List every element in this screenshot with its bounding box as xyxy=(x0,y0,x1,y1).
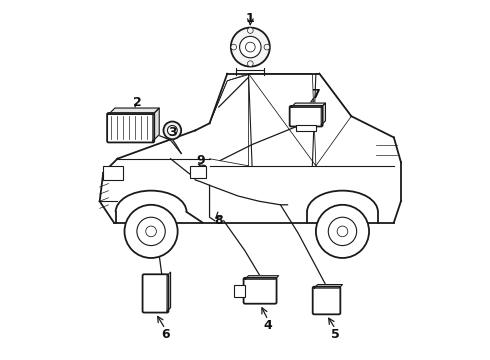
Bar xyxy=(103,166,122,180)
Circle shape xyxy=(264,44,270,50)
Circle shape xyxy=(231,44,237,50)
Text: 9: 9 xyxy=(196,154,205,167)
Circle shape xyxy=(164,122,181,139)
Polygon shape xyxy=(109,108,159,114)
Polygon shape xyxy=(291,103,325,107)
Circle shape xyxy=(247,28,253,33)
Polygon shape xyxy=(321,103,325,125)
Circle shape xyxy=(124,205,178,258)
FancyBboxPatch shape xyxy=(244,278,276,304)
Text: 7: 7 xyxy=(312,89,320,102)
Circle shape xyxy=(240,36,261,58)
Circle shape xyxy=(231,28,270,67)
Circle shape xyxy=(247,61,253,67)
Text: 8: 8 xyxy=(214,214,223,227)
Polygon shape xyxy=(314,284,343,288)
FancyBboxPatch shape xyxy=(143,274,169,312)
Text: 4: 4 xyxy=(264,319,272,332)
Polygon shape xyxy=(167,272,171,311)
Text: 3: 3 xyxy=(168,126,177,139)
FancyBboxPatch shape xyxy=(313,287,341,314)
Text: 1: 1 xyxy=(246,12,255,25)
Polygon shape xyxy=(153,108,159,141)
Polygon shape xyxy=(245,276,279,279)
Text: 6: 6 xyxy=(161,328,170,341)
Circle shape xyxy=(316,205,369,258)
Text: 5: 5 xyxy=(331,328,340,341)
Circle shape xyxy=(168,126,177,135)
Bar xyxy=(296,125,316,131)
FancyBboxPatch shape xyxy=(107,113,154,143)
Bar xyxy=(190,166,206,178)
FancyBboxPatch shape xyxy=(290,106,322,126)
Text: 2: 2 xyxy=(132,95,141,108)
Bar xyxy=(234,285,245,297)
